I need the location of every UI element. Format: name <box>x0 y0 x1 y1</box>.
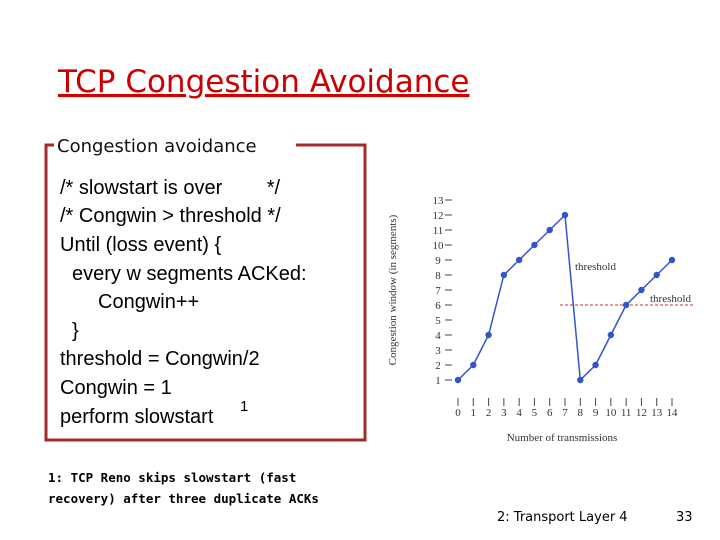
y-tick-label: 12 <box>433 210 444 222</box>
x-tick-label: 9 <box>593 407 599 419</box>
x-tick-label: 5 <box>532 407 538 419</box>
code-line: } <box>72 320 79 342</box>
footnote-line: recovery) after three duplicate ACKs <box>48 491 319 506</box>
code-line: threshold = Congwin/2 <box>60 348 260 370</box>
code-line: perform slowstart <box>60 406 214 428</box>
y-tick-label: 7 <box>435 285 441 297</box>
x-tick-label: 1 <box>471 407 477 419</box>
annotation: threshold <box>575 261 616 273</box>
box-label: Congestion avoidance <box>57 136 257 157</box>
data-point <box>515 256 523 264</box>
code-line: Until (loss event) { <box>60 234 221 256</box>
code-line: every w segments ACKed: <box>72 263 307 285</box>
x-tick-label: 12 <box>636 407 647 419</box>
superscript: 1 <box>240 398 248 415</box>
footnote-line: 1: TCP Reno skips slowstart (fast <box>48 470 296 485</box>
y-tick-label: 11 <box>433 225 444 237</box>
data-point <box>500 271 508 279</box>
data-point <box>485 331 492 339</box>
x-tick-label: 10 <box>605 407 617 419</box>
data-point <box>470 361 477 369</box>
x-tick-label: 2 <box>486 407 492 419</box>
x-tick-label: 14 <box>667 407 679 419</box>
page-number: 33 <box>676 510 693 525</box>
data-point <box>653 271 660 279</box>
footer-text: 2: Transport Layer 4 <box>497 510 628 525</box>
x-tick-label: 6 <box>547 407 553 419</box>
y-tick-label: 6 <box>435 300 441 312</box>
x-tick-label: 8 <box>578 407 584 419</box>
annotation: threshold <box>650 293 691 305</box>
y-tick-label: 9 <box>435 255 441 267</box>
data-point <box>638 286 645 294</box>
slide-title: TCP Congestion Avoidance <box>57 64 469 100</box>
code-line: /* slowstart is over */ <box>60 177 281 199</box>
data-point <box>668 256 676 264</box>
data-point <box>592 361 599 369</box>
x-tick-label: 11 <box>621 407 632 419</box>
y-tick-label: 5 <box>435 315 441 327</box>
data-point <box>577 376 584 384</box>
box-label-bg <box>54 132 296 158</box>
x-tick-label: 3 <box>501 407 507 419</box>
x-tick-label: 7 <box>562 407 568 419</box>
x-tick-label: 4 <box>516 407 522 419</box>
x-tick-label: 13 <box>651 407 663 419</box>
code-line: Congwin = 1 <box>60 377 172 399</box>
y-tick-label: 10 <box>433 240 445 252</box>
code-line: /* Congwin > threshold */ <box>60 205 281 227</box>
data-point <box>546 226 553 234</box>
data-point <box>622 301 630 309</box>
y-tick-label: 4 <box>435 330 441 342</box>
x-tick-label: 0 <box>455 407 461 419</box>
y-tick-label: 2 <box>435 360 441 372</box>
data-point <box>607 331 615 339</box>
code-line: Congwin++ <box>98 291 199 313</box>
data-point <box>531 241 538 249</box>
y-tick-label: 3 <box>435 345 441 357</box>
data-point <box>561 211 569 219</box>
y-axis-label: Congestion window (in segments) <box>387 214 399 365</box>
data-point <box>454 376 462 384</box>
series-line <box>457 213 673 382</box>
y-tick-label: 13 <box>433 195 445 207</box>
y-tick-label: 8 <box>435 270 441 282</box>
x-axis-label: Number of transmissions <box>507 432 618 444</box>
y-tick-label: 1 <box>435 375 441 387</box>
